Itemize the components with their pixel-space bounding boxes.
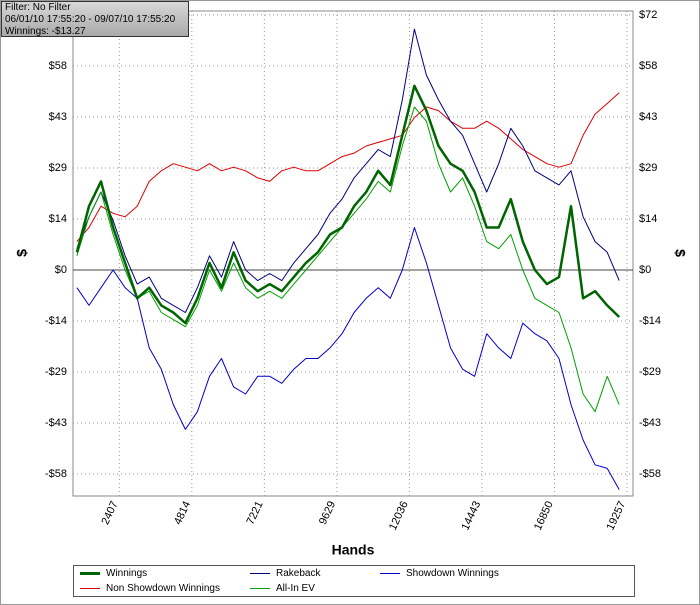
y-tick-label: -$29 xyxy=(45,366,67,378)
y2-tick-label: -$43 xyxy=(639,417,661,429)
y-tick-label: -$43 xyxy=(45,417,67,429)
x-tick-label: 14443 xyxy=(459,499,483,532)
series-line xyxy=(75,84,621,325)
y2-tick-label: $14 xyxy=(639,213,657,225)
series-line xyxy=(76,92,620,242)
y2-tick-label: -$14 xyxy=(639,315,661,327)
y2-tick-label: $58 xyxy=(639,60,657,72)
x-axis-label: Hands xyxy=(332,542,375,558)
y-tick-label: -$14 xyxy=(45,315,67,327)
info-line: Winnings: -$13.27 xyxy=(5,26,86,37)
y2-tick-label: $43 xyxy=(639,111,657,123)
legend-item: Winnings xyxy=(74,566,244,580)
x-tick-label: 12036 xyxy=(387,499,411,532)
series-line xyxy=(76,227,620,490)
legend-label: Non Showdown Winnings xyxy=(106,582,220,594)
legend-label: All-In EV xyxy=(276,582,315,594)
y2-axis-label: $ xyxy=(672,249,688,257)
y-tick-label: $0 xyxy=(55,264,67,276)
y2-tick-label: -$29 xyxy=(639,366,661,378)
x-tick-label: 4814 xyxy=(172,499,193,526)
legend-swatch xyxy=(250,572,270,574)
legend-label: Winnings xyxy=(106,567,148,579)
x-tick-label: 19257 xyxy=(605,499,629,532)
legend-swatch xyxy=(250,587,270,589)
legend-swatch xyxy=(80,571,100,575)
y-axis-label: $ xyxy=(14,249,30,257)
legend-item: Non Showdown Winnings xyxy=(74,581,244,595)
legend-item: Rakeback xyxy=(244,566,374,580)
chart: -$58 -$58 -$43 -$43 -$29 -$29 -$14 -$14 $0 $0 $14 $… xyxy=(14,9,689,558)
x-tick-label: 16850 xyxy=(532,499,556,532)
legend-swatch xyxy=(80,587,100,589)
legend: Winnings Rakeback Showdown Winnings Non Sho… xyxy=(73,565,635,597)
legend-label: Showdown Winnings xyxy=(406,567,499,579)
legend-label: Rakeback xyxy=(276,567,321,579)
series-line xyxy=(76,106,620,413)
y2-tick-label: $0 xyxy=(639,264,651,276)
plot-area xyxy=(72,10,634,497)
legend-item: Showdown Winnings xyxy=(374,566,624,580)
series-line xyxy=(76,28,620,313)
info-line: 06/01/10 17:55:20 - 09/07/10 17:55:20 xyxy=(5,14,176,25)
y-tick-label: $58 xyxy=(49,60,67,72)
x-tick-label: 7221 xyxy=(244,499,265,526)
y2-tick-label: $29 xyxy=(639,162,657,174)
x-tick-label: 2407 xyxy=(99,499,120,526)
legend-item: All-In EV xyxy=(244,581,374,595)
info-box: Filter: No Filter 06/01/10 17:55:20 - 09/… xyxy=(1,1,189,37)
y-tick-label: $14 xyxy=(49,213,67,225)
x-tick-label: 9629 xyxy=(317,499,338,526)
y2-tick-label: $72 xyxy=(639,9,657,21)
y-tick-label: $43 xyxy=(49,111,67,123)
y-tick-label: $29 xyxy=(49,162,67,174)
y2-tick-label: -$58 xyxy=(639,468,661,480)
info-line: Filter: No Filter xyxy=(5,2,71,13)
legend-swatch xyxy=(380,572,400,574)
y-tick-label: -$58 xyxy=(45,468,67,480)
